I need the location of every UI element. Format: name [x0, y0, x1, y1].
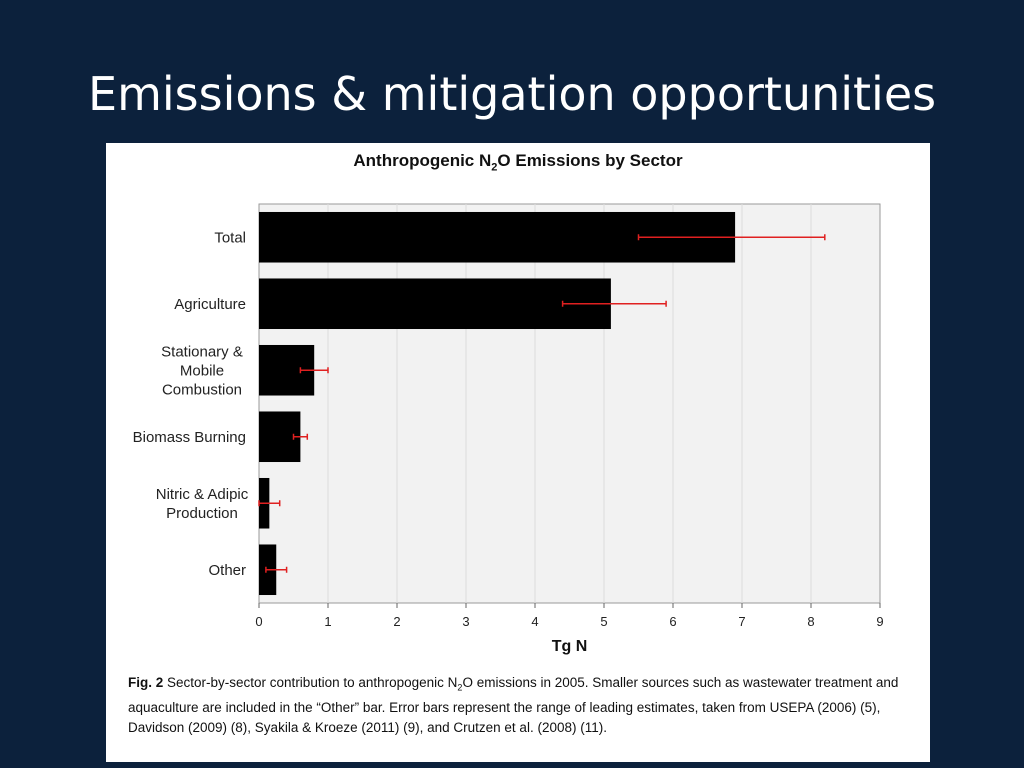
chart-title-suffix: O Emissions by Sector	[497, 151, 683, 170]
chart-title: Anthropogenic N2O Emissions by Sector	[106, 151, 930, 173]
figure-panel: Anthropogenic N2O Emissions by Sector To…	[106, 143, 930, 762]
bars	[259, 211, 736, 596]
x-tick-label: 5	[600, 614, 607, 629]
x-tick-label: 8	[807, 614, 814, 629]
category-label: Agriculture	[174, 296, 246, 313]
caption-text-2: O emissions in 2005. Smaller sources suc…	[128, 675, 899, 735]
x-tick-label: 4	[531, 614, 538, 629]
category-label-line: Nitric & Adipic	[156, 486, 249, 503]
category-label-line: Agriculture	[174, 296, 246, 313]
x-tick-label: 2	[393, 614, 400, 629]
category-label: Stationary & Mobile Combustion	[161, 343, 243, 398]
x-tick-label: 9	[876, 614, 883, 629]
category-label-line: Other	[208, 562, 246, 579]
grid-lines	[327, 204, 812, 603]
x-axis-ticks: 0 1 2 3 4 5 6 7 8 9	[255, 603, 884, 629]
category-labels: Total Agriculture Stationary & Mobile Combus…	[133, 229, 249, 579]
bar	[259, 278, 611, 330]
category-label: Total	[214, 229, 246, 246]
x-tick-label: 3	[462, 614, 469, 629]
category-label: Nitric & Adipic Production	[156, 486, 249, 522]
x-tick-label: 0	[255, 614, 262, 629]
chart-title-prefix: Anthropogenic N	[353, 151, 492, 170]
caption-label: Fig. 2	[128, 675, 164, 690]
x-axis-label: Tg N	[552, 638, 588, 655]
x-tick-label: 7	[738, 614, 745, 629]
caption-text-1: Sector-by-sector contribution to anthrop…	[163, 675, 458, 690]
chart-title-subscript: 2	[491, 161, 498, 174]
category-label-line: Biomass Burning	[133, 429, 246, 446]
caption-subscript: 2	[457, 682, 463, 693]
category-label-line: Mobile	[180, 362, 224, 379]
error-bars	[258, 234, 826, 573]
category-label-line: Total	[214, 229, 246, 246]
category-label: Biomass Burning	[133, 429, 246, 446]
figure-caption: Fig. 2 Sector-by-sector contribution to …	[128, 673, 908, 738]
bar-chart: Total Agriculture Stationary & Mobile Combus…	[133, 203, 884, 655]
slide-title: Emissions & mitigation opportunities	[88, 67, 937, 121]
category-label-line: Combustion	[162, 381, 242, 398]
x-tick-label: 6	[669, 614, 676, 629]
category-label-line: Stationary &	[161, 343, 243, 360]
category-label-line: Production	[166, 505, 238, 522]
plot-area	[258, 203, 881, 604]
x-tick-label: 1	[324, 614, 331, 629]
category-label: Other	[208, 562, 246, 579]
